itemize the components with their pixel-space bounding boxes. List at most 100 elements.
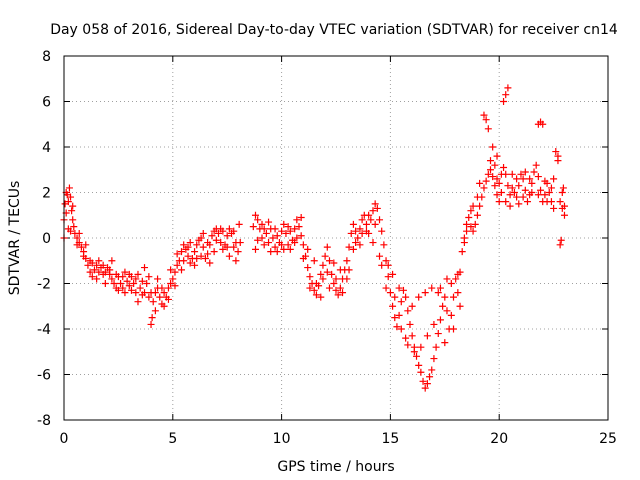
- data-point: [441, 293, 449, 301]
- data-point: [158, 284, 166, 292]
- y-tick-label: -4: [37, 322, 51, 338]
- data-point: [310, 257, 318, 265]
- y-tick-label: -2: [37, 277, 51, 293]
- data-point: [271, 225, 279, 233]
- data-point: [376, 216, 384, 224]
- data-point: [380, 241, 388, 249]
- data-point: [232, 239, 240, 247]
- data-point: [349, 220, 357, 228]
- data-point: [528, 179, 536, 187]
- data-point: [513, 193, 521, 201]
- data-point: [465, 214, 473, 222]
- data-point: [539, 120, 547, 128]
- x-tick-label: 0: [60, 431, 69, 447]
- data-point: [391, 314, 399, 322]
- data-point: [173, 250, 181, 258]
- data-point: [428, 366, 436, 374]
- data-point: [73, 234, 81, 242]
- data-point: [184, 252, 192, 260]
- data-point: [119, 284, 127, 292]
- data-point: [293, 216, 301, 224]
- data-point: [378, 261, 386, 269]
- y-tick-label: 0: [42, 231, 51, 247]
- data-point: [64, 198, 72, 206]
- data-point: [225, 252, 233, 260]
- data-point: [317, 293, 325, 301]
- data-point: [441, 339, 449, 347]
- data-point: [404, 307, 412, 315]
- data-point: [217, 239, 225, 247]
- data-point: [484, 170, 492, 178]
- data-point: [297, 232, 305, 240]
- data-point: [178, 248, 186, 256]
- data-point: [528, 189, 536, 196]
- data-point: [510, 189, 518, 196]
- data-point: [415, 293, 423, 301]
- data-point: [167, 266, 175, 274]
- data-point: [88, 259, 96, 267]
- data-point: [502, 170, 510, 178]
- y-tick-label: 8: [42, 49, 51, 65]
- data-point: [395, 284, 403, 292]
- data-point: [495, 198, 503, 206]
- data-point: [369, 207, 377, 215]
- data-point: [352, 239, 360, 247]
- data-point: [356, 225, 364, 233]
- data-point: [199, 243, 207, 251]
- data-point: [134, 298, 142, 306]
- data-point: [521, 168, 529, 176]
- data-point: [164, 284, 172, 292]
- data-point: [223, 243, 231, 251]
- data-point: [554, 152, 562, 160]
- data-point: [378, 227, 386, 235]
- data-point: [473, 211, 481, 219]
- data-point: [90, 266, 98, 274]
- data-point: [219, 227, 227, 235]
- data-point: [156, 293, 164, 301]
- data-point: [254, 216, 262, 224]
- data-point: [486, 157, 494, 165]
- data-point: [93, 261, 101, 269]
- data-point: [497, 189, 505, 196]
- data-point: [410, 348, 418, 356]
- data-point: [362, 227, 370, 235]
- data-point: [262, 229, 270, 237]
- data-point: [345, 243, 353, 251]
- data-point: [178, 266, 186, 274]
- data-point: [541, 177, 549, 185]
- data-point: [67, 193, 75, 201]
- data-point: [136, 284, 144, 292]
- data-point: [557, 236, 565, 244]
- data-point: [484, 125, 492, 133]
- data-point: [171, 268, 179, 276]
- data-point: [80, 252, 88, 260]
- data-point: [147, 289, 155, 297]
- data-point: [323, 268, 331, 276]
- data-point: [386, 289, 394, 297]
- data-point: [486, 166, 494, 174]
- data-point: [384, 261, 392, 269]
- data-point: [184, 243, 192, 251]
- data-point: [559, 184, 567, 192]
- data-point: [332, 275, 340, 283]
- plot-frame: [63, 55, 609, 421]
- data-point: [145, 293, 153, 301]
- data-point: [399, 286, 407, 294]
- data-point: [110, 280, 118, 287]
- data-point: [482, 177, 490, 185]
- data-point: [421, 289, 429, 297]
- data-point: [502, 91, 510, 99]
- data-point: [271, 243, 279, 251]
- data-point: [68, 207, 76, 215]
- data-point: [193, 254, 201, 262]
- chart-title: Day 058 of 2016, Sidereal Day-to-day VTE…: [50, 22, 618, 38]
- data-point: [297, 214, 305, 222]
- data-point: [273, 248, 281, 256]
- data-point: [295, 223, 303, 231]
- y-tick-label: -8: [37, 413, 51, 429]
- data-point: [369, 239, 377, 247]
- data-point: [495, 179, 503, 187]
- data-point: [82, 241, 90, 249]
- x-tick-label: 10: [273, 431, 291, 447]
